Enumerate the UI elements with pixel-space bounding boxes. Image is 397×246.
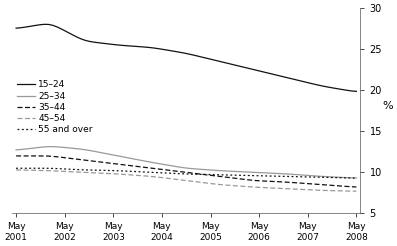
Legend: 15–24, 25–34, 35–44, 45–54, 55 and over: 15–24, 25–34, 35–44, 45–54, 55 and over	[17, 80, 93, 134]
Y-axis label: %: %	[382, 101, 393, 111]
